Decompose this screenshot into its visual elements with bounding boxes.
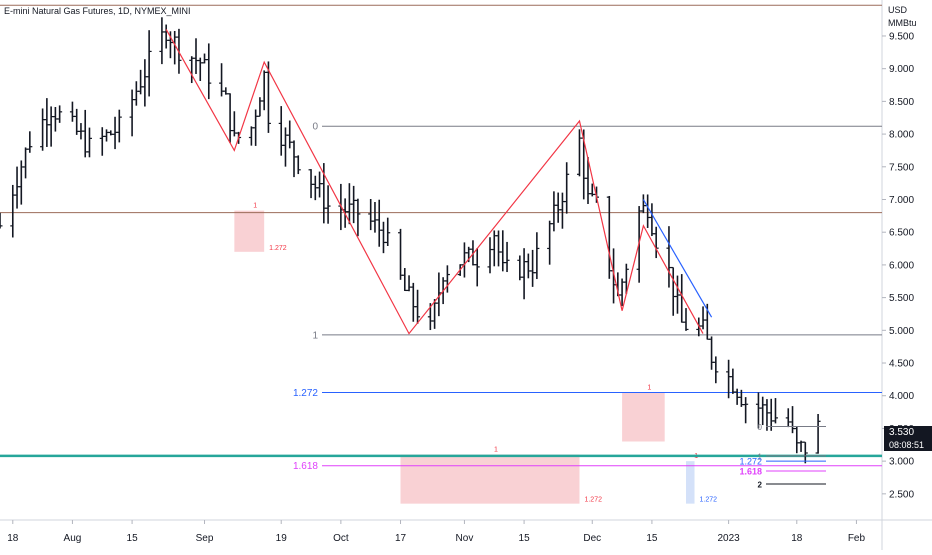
y-tick-label: 5.500 [889, 293, 914, 304]
x-tick-label: Dec [583, 533, 601, 544]
level-label: 0 [312, 122, 318, 133]
mini-fib-label: 0 [758, 423, 763, 432]
x-tick-label: 18 [7, 533, 19, 544]
last-price-badge: 3.530 [884, 426, 932, 439]
x-tick-label: 2023 [717, 533, 740, 544]
level-label: 1.618 [293, 461, 318, 472]
y-tick-label: 2.500 [889, 489, 914, 500]
y-tick-label: 7.000 [889, 195, 914, 206]
zone-bottom-label: 1.272 [584, 497, 602, 504]
mini-fib-label: 2 [758, 481, 763, 490]
x-tick-label: 17 [395, 533, 407, 544]
y-tick-label: 6.000 [889, 260, 914, 271]
mini-fib-label: 1.618 [739, 466, 762, 476]
y-tick-label: 4.500 [889, 359, 914, 370]
y-tick-label: 3.000 [889, 457, 914, 468]
y-tick-label: 5.000 [889, 326, 914, 337]
zone-top-label: 1 [253, 203, 257, 210]
target-zone [686, 461, 695, 504]
x-tick-label: 15 [519, 533, 531, 544]
x-tick-label: Sep [196, 533, 214, 544]
blue-leg [642, 199, 713, 318]
level-label: 1.272 [293, 388, 318, 399]
target-zone [234, 210, 265, 252]
level-label: 1 [312, 330, 318, 341]
zone-top-label: 1 [647, 384, 651, 391]
y-tick-label: 7.500 [889, 162, 914, 173]
x-tick-label: Nov [456, 533, 474, 544]
zone-bottom-label: 1.272 [700, 497, 718, 504]
x-tick-label: Feb [848, 533, 866, 544]
y-tick-label: 9.000 [889, 64, 914, 75]
mini-fib-label: 1.272 [739, 457, 762, 467]
zigzag-pattern [165, 29, 704, 335]
axis-currency-label: USD [888, 5, 908, 15]
y-tick-label: 9.500 [889, 31, 914, 42]
y-tick-label: 6.500 [889, 228, 914, 239]
zone-top-label: 1 [494, 447, 498, 454]
zone-bottom-label: 1.272 [269, 245, 287, 252]
target-zone [400, 454, 580, 504]
x-tick-label: 18 [791, 533, 803, 544]
x-tick-label: Aug [64, 533, 82, 544]
x-tick-label: 19 [276, 533, 288, 544]
chart-title: E-mini Natural Gas Futures, 1D, NYMEX_MI… [4, 6, 191, 16]
axis-unit-label: MMBtu [888, 18, 917, 28]
x-tick-label: 15 [127, 533, 139, 544]
countdown-badge: 08:08:51 [884, 439, 932, 451]
x-tick-label: Oct [333, 533, 349, 544]
y-tick-label: 4.000 [889, 391, 914, 402]
x-tick-label: 15 [646, 533, 658, 544]
mini-fib-label: 1 [758, 452, 763, 461]
y-tick-label: 8.000 [889, 130, 914, 141]
y-tick-label: 8.500 [889, 97, 914, 108]
target-zone [622, 392, 665, 442]
